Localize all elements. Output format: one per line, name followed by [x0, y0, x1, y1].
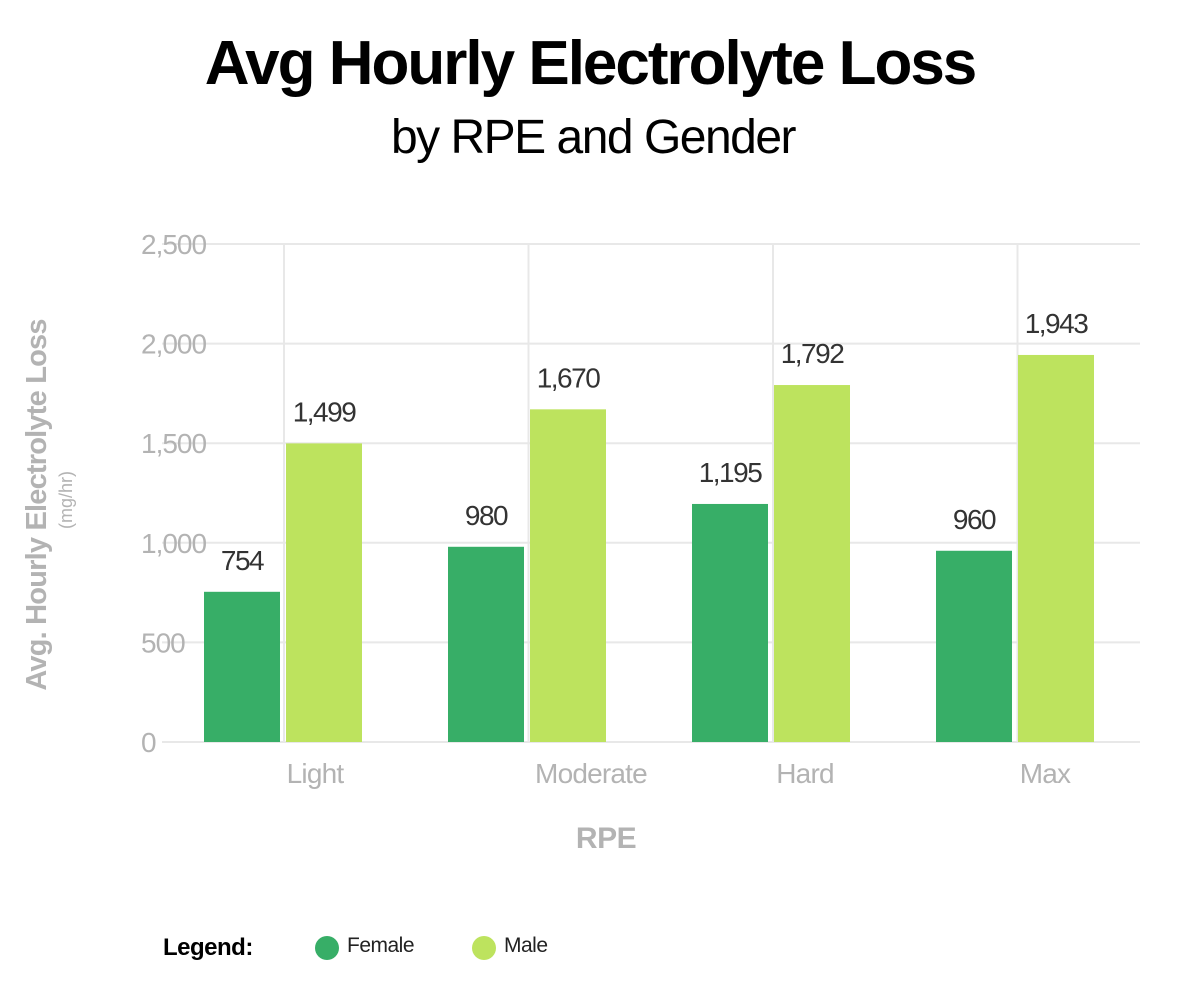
bar-male-light — [286, 443, 362, 742]
y-tick-label: 0 — [141, 727, 156, 758]
x-tick-label-hard: Hard — [776, 758, 834, 789]
x-tick-label-max: Max — [1020, 758, 1071, 789]
y-tick-label: 500 — [141, 627, 185, 658]
data-label-female-light: 754 — [221, 545, 264, 576]
data-label-female-moderate: 980 — [465, 500, 508, 531]
bar-male-max — [1018, 354, 1094, 742]
bar-female-light — [204, 591, 280, 742]
data-label-female-hard: 1,195 — [699, 457, 762, 488]
male-swatch-icon — [472, 936, 496, 960]
bar-male-hard — [774, 385, 850, 742]
x-tick-label-light: Light — [287, 758, 345, 789]
data-label-male-light: 1,499 — [293, 396, 356, 427]
bar-female-hard — [692, 503, 768, 742]
y-axis-label: Avg. Hourly Electrolyte Loss — [21, 319, 53, 690]
x-tick-label-moderate: Moderate — [535, 758, 647, 789]
bars — [204, 354, 1094, 742]
legend-label-female: Female — [347, 934, 415, 957]
x-axis-ticks: Light Moderate Hard Max — [287, 758, 1072, 789]
chart-subtitle: by RPE and Gender — [390, 111, 797, 164]
x-axis-label: RPE — [576, 822, 636, 855]
y-axis-ticks: 0 500 1,000 1,500 2,000 2,500 — [141, 229, 207, 758]
y-tick-label: 2,500 — [141, 229, 206, 260]
data-label-male-max: 1,943 — [1025, 308, 1088, 339]
data-labels: 754 980 1,195 960 1,499 1,670 1,792 1,943 — [221, 308, 1090, 576]
chart-title: Avg Hourly Electrolyte Loss — [204, 29, 978, 98]
legend-title: Legend: — [163, 934, 253, 961]
bar-chart: 0 500 1,000 1,500 2,000 2,500 754 980 1,195 960 1… — [21, 229, 1140, 855]
bar-female-max — [936, 550, 1012, 742]
data-label-female-max: 960 — [953, 504, 996, 535]
y-tick-label: 1,500 — [141, 428, 206, 459]
legend-label-male: Male — [504, 934, 548, 957]
data-label-male-moderate: 1,670 — [537, 362, 600, 393]
female-swatch-icon — [315, 936, 339, 960]
data-label-male-hard: 1,792 — [781, 338, 844, 369]
y-axis-unit-label: (mg/hr) — [56, 471, 76, 529]
y-tick-label: 2,000 — [141, 329, 206, 360]
y-tick-label: 1,000 — [141, 528, 206, 559]
bar-female-moderate — [448, 546, 524, 742]
bar-male-moderate — [530, 409, 606, 742]
